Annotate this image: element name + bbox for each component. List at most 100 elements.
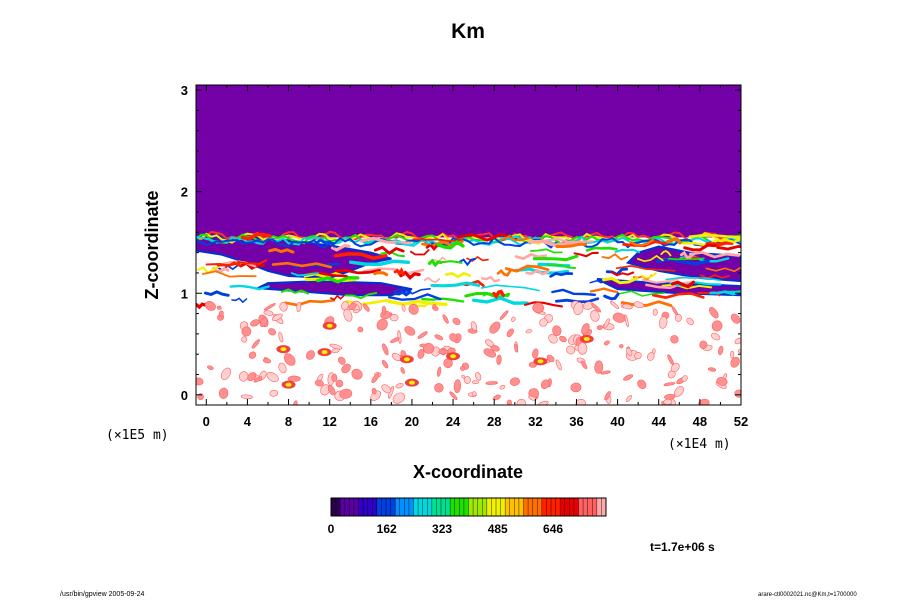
- field-blob: [362, 303, 370, 312]
- field-blob: [253, 376, 263, 383]
- colorbar-tick-label: 323: [432, 522, 452, 536]
- transition-streak: [645, 281, 696, 290]
- field-blob: [436, 366, 442, 377]
- transition-streak: [423, 276, 441, 284]
- x-tick-label: 48: [693, 414, 707, 429]
- field-blob: [633, 301, 645, 309]
- transition-streak: [373, 245, 405, 255]
- colorbar-segment: [491, 498, 497, 516]
- field-blob: [686, 317, 694, 326]
- transition-streak: [501, 235, 529, 242]
- colorbar-segment: [560, 498, 566, 516]
- transition-streak: [546, 264, 577, 269]
- field-blob: [449, 391, 458, 400]
- y-axis: 0 1 2 3: [181, 83, 741, 403]
- transition-streak: [724, 290, 741, 294]
- transition-streak: [395, 239, 432, 247]
- y-axis-multiplier: (×1E5 m): [106, 428, 169, 443]
- transition-streak: [688, 251, 741, 259]
- x-axis-multiplier: (×1E4 m): [668, 437, 731, 452]
- transition-streak: [331, 243, 351, 252]
- field-blob: [570, 382, 582, 393]
- transition-streak: [362, 267, 425, 275]
- upper-field-region: [196, 85, 741, 238]
- field-blob: [434, 334, 444, 341]
- colorbar-segment: [404, 498, 410, 516]
- y-tick-label: 1: [181, 286, 188, 301]
- transition-streak: [480, 284, 540, 292]
- field-blob: [353, 309, 360, 314]
- field-blob: [532, 302, 544, 314]
- transition-streak: [316, 276, 360, 284]
- y-tick-label: 0: [181, 388, 188, 403]
- field-blob: [604, 391, 611, 401]
- field-blob: [699, 340, 708, 349]
- field-blob: [603, 318, 610, 329]
- colorbar-segment: [496, 498, 501, 516]
- field-blob: [658, 316, 668, 329]
- field-blob: [204, 301, 216, 311]
- x-tick-label: 12: [322, 414, 336, 429]
- transition-streak: [280, 288, 310, 295]
- field-hotspot-core: [285, 382, 292, 387]
- transition-streak: [268, 247, 295, 254]
- transition-streak: [699, 274, 730, 280]
- field-blob: [278, 362, 287, 374]
- contour-line: [196, 233, 741, 246]
- field-blob: [335, 379, 344, 388]
- field-blob: [263, 303, 276, 311]
- colorbar-segment: [573, 498, 579, 516]
- field-blob: [591, 303, 602, 313]
- field-blob: [314, 379, 324, 387]
- field-hotspot-core: [321, 350, 328, 355]
- transition-streak: [660, 250, 672, 257]
- x-tick-label: 8: [285, 414, 292, 429]
- transition-streak: [669, 281, 722, 287]
- field-hotspot-core: [450, 354, 457, 359]
- field-blob: [389, 313, 399, 322]
- transition-streak: [284, 298, 336, 307]
- transition-streak: [665, 276, 722, 282]
- transition-streak: [496, 268, 512, 277]
- transition-streak: [436, 240, 465, 250]
- time-label: t=1.7e+06 s: [650, 540, 715, 554]
- field-blob: [539, 318, 548, 327]
- x-tick-label: 36: [569, 414, 583, 429]
- field-blob: [259, 316, 268, 328]
- field-blob: [449, 333, 458, 342]
- transition-streak: [330, 294, 345, 301]
- colorbar-segment: [463, 498, 469, 516]
- transition-streak: [456, 232, 518, 242]
- y-tick-label: 3: [181, 83, 188, 98]
- field-blob: [472, 380, 479, 385]
- field-blob: [506, 328, 514, 338]
- field-blob: [269, 389, 279, 397]
- colorbar-segment: [514, 498, 520, 516]
- field-blob: [452, 317, 461, 325]
- x-tick-label: 40: [610, 414, 624, 429]
- transition-streak: [290, 272, 320, 277]
- field-blob: [371, 373, 380, 384]
- field-blob: [296, 301, 302, 313]
- colorbar-segment: [367, 498, 373, 516]
- transition-streak: [640, 272, 657, 279]
- transition-streak: [373, 270, 389, 277]
- colorbar-segment: [551, 498, 556, 516]
- transition-streak: [445, 271, 471, 279]
- transition-streak: [430, 281, 481, 288]
- field-blob: [485, 339, 494, 347]
- y-axis-label: Z-coordinate: [142, 190, 162, 299]
- colorbar-segment: [445, 498, 451, 516]
- field-blob: [442, 314, 449, 324]
- plot-frame: [195, 84, 742, 406]
- field-blob: [331, 373, 338, 382]
- field-blob: [197, 393, 204, 401]
- field-hotspot-core: [583, 336, 590, 341]
- field-blob: [401, 304, 406, 312]
- transition-streak: [615, 265, 676, 272]
- colorbar-segment: [587, 498, 593, 516]
- field-blob: [610, 301, 620, 309]
- transition-streak: [433, 256, 446, 263]
- field-blob: [262, 358, 272, 364]
